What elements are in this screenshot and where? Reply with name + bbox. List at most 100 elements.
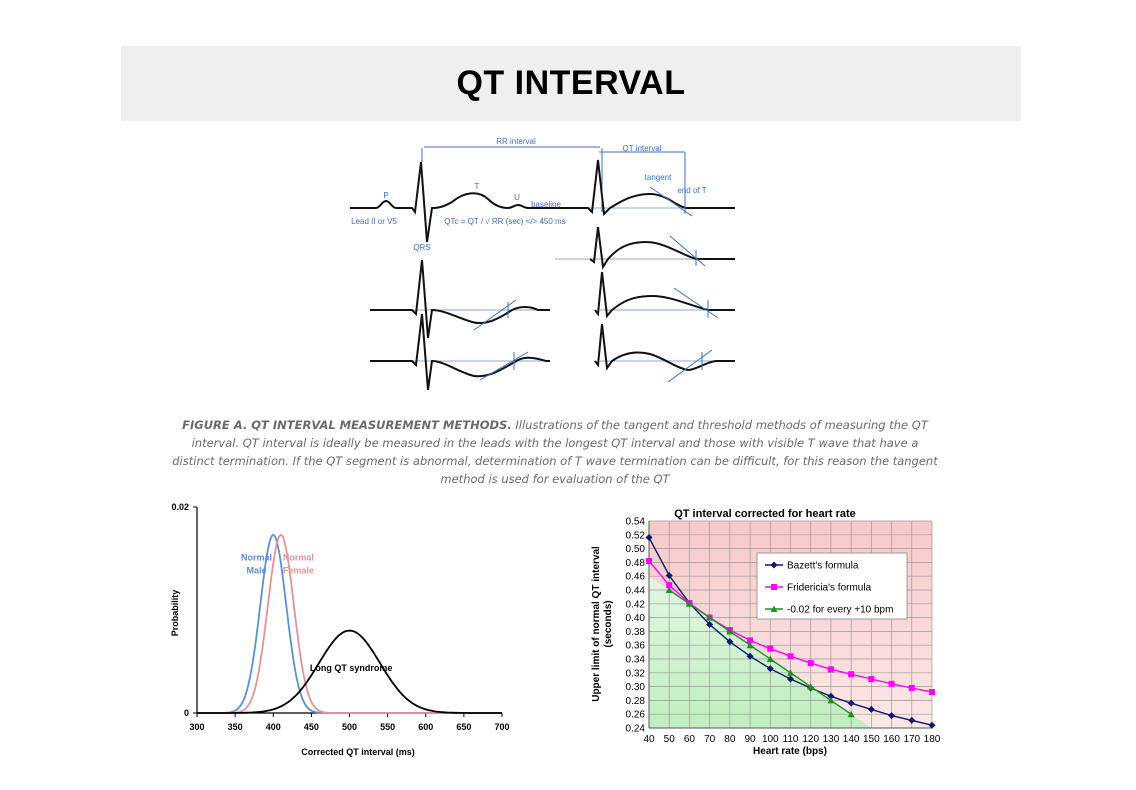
qtc-y-tick-label: 0.52 — [626, 530, 646, 541]
qtc-y-tick-label: 0.28 — [626, 696, 646, 707]
qtc-point-0 — [746, 652, 754, 660]
dist-series-label: Female — [283, 566, 314, 576]
dist-x-tick-label: 600 — [418, 722, 433, 732]
qrs-label: QRS — [413, 243, 430, 252]
qtc-point-1 — [929, 689, 935, 696]
qtc-point-2 — [746, 641, 754, 649]
qtc-point-1 — [827, 666, 834, 673]
qtc-point-1 — [747, 637, 754, 644]
qtc-point-2 — [807, 683, 815, 690]
dist-y-tick-label: 0 — [184, 708, 189, 718]
qtc-y-tick-label: 0.50 — [626, 544, 646, 555]
qtc-legend-label: Bazett's formula — [787, 561, 859, 572]
caption-heading: FIGURE A. QT INTERVAL MEASUREMENT METHOD… — [182, 418, 512, 432]
dist-x-tick-label: 500 — [342, 722, 357, 732]
qtc-point-0 — [928, 721, 936, 729]
dist-x-tick-label: 400 — [266, 722, 281, 732]
qtc-x-tick-label: 40 — [643, 734, 655, 745]
tangent-label: tangent — [645, 173, 672, 182]
qtc-y-tick-label: 0.32 — [626, 668, 646, 679]
qtc-point-2 — [827, 696, 835, 704]
ecg-trace-right-4 — [594, 323, 735, 372]
qtc-point-1 — [868, 676, 875, 683]
distribution-curves — [197, 533, 502, 714]
qtc-formula-label: QTc = QT / √ RR (sec) </> 450 ms — [444, 217, 565, 226]
qtc-y-axis-title-line2: (seconds) — [603, 600, 614, 647]
qtc-point-2 — [706, 614, 714, 621]
qtc-y-tick-label: 0.42 — [626, 599, 646, 610]
qtc-axes: 40 50 60 70 80 90 100 110 120 130 140 150 160 170 180 0… — [626, 517, 941, 746]
qtc-y-tick-label: 0.48 — [626, 558, 646, 569]
dist-x-tick-label: 550 — [380, 722, 395, 732]
qtc-point-1 — [848, 671, 855, 678]
qtc-x-tick-label: 130 — [823, 734, 840, 745]
qtc-y-tick-label: 0.26 — [626, 710, 646, 721]
qtc-legend-box — [756, 552, 908, 620]
qtc-legend-label: Fridericia's formula — [787, 583, 872, 594]
qtc-x-tick-label: 70 — [704, 734, 716, 745]
end-of-t-label: end of T — [677, 186, 706, 195]
distribution-labels: Normal Male Normal Female Long QT syndrome — [241, 553, 392, 673]
ecg-trace-left-3 — [370, 259, 550, 339]
qt-interval-label: QT interval — [623, 144, 662, 153]
qtc-point-2 — [685, 600, 693, 607]
qtc-point-2 — [766, 655, 774, 662]
qtc-y-tick-label: 0.34 — [626, 655, 646, 666]
t-wave-label: T — [475, 182, 480, 191]
qtc-legend-label: -0.02 for every +10 bpm — [787, 605, 893, 616]
qtc-x-tick-label: 140 — [843, 734, 860, 745]
qtc-point-1 — [787, 653, 794, 660]
ecg-trace-right-2 — [589, 226, 735, 270]
qtc-y-axis-title-line1: Upper limit of normal QT interval — [591, 546, 602, 702]
qtc-point-1 — [646, 558, 652, 565]
qtc-point-0 — [827, 692, 835, 700]
dist-x-tick-label: 650 — [456, 722, 471, 732]
qtc-point-1 — [666, 582, 673, 589]
qtc-point-0 — [847, 699, 855, 707]
page-title: QT INTERVAL — [456, 64, 686, 102]
qtc-point-0 — [726, 638, 734, 646]
qtc-point-0 — [706, 621, 714, 628]
qtc-point-0 — [787, 675, 794, 683]
lead-label: Lead II or V5 — [351, 217, 397, 226]
qtc-point-2 — [665, 586, 673, 593]
u-wave-label: U — [514, 193, 520, 202]
qtc-point-0 — [867, 705, 875, 713]
qt-correction-chart: 40 50 60 70 80 90 100 110 120 130 140 150 160 170 180 0… — [591, 508, 941, 757]
qtc-x-tick-label: 110 — [783, 734, 799, 745]
qtc-y-tick-label: 0.36 — [626, 641, 646, 652]
qtc-point-2 — [787, 669, 794, 676]
qtc-x-tick-label: 60 — [684, 734, 696, 745]
qt-distribution-chart: 300 350 400 450 500 550 600 650 700 0 0.02 Normal M… — [170, 502, 510, 757]
baseline-label: baseline — [531, 200, 561, 209]
qtc-point-1 — [888, 680, 895, 687]
qtc-x-tick-label: 160 — [883, 734, 900, 745]
dist-y-tick-label: 0.02 — [171, 502, 189, 512]
qtc-x-axis-title: Heart rate (bps) — [753, 746, 827, 757]
dist-series-label: Normal — [283, 553, 314, 563]
dist-x-tick-label: 700 — [494, 722, 509, 732]
dist-series-label: Long QT syndrome — [310, 663, 393, 673]
qtc-point-1 — [807, 660, 814, 667]
qtc-y-tick-label: 0.24 — [626, 724, 646, 735]
caption-body: Illustrations of the tangent and thresho… — [172, 418, 938, 486]
p-wave-label: P — [383, 191, 388, 200]
qtc-legend-marker — [771, 584, 777, 590]
qtc-series — [645, 534, 936, 729]
dist-x-tick-label: 350 — [228, 722, 243, 732]
dist-series-label: Male — [246, 566, 266, 576]
qtc-x-tick-label: 90 — [745, 734, 757, 745]
qtc-point-0 — [766, 665, 774, 673]
qtc-point-0 — [908, 716, 916, 724]
qtc-legend-marker — [770, 605, 778, 612]
qtc-y-tick-label: 0.38 — [626, 627, 646, 638]
qtc-x-tick-label: 80 — [724, 734, 736, 745]
distribution-axes: 300 350 400 450 500 550 600 650 700 0 0.02 — [171, 502, 509, 732]
qtc-point-2 — [847, 710, 855, 718]
qtc-legend-marker — [770, 561, 778, 569]
qtc-point-0 — [888, 712, 896, 720]
ecg-trace-right-3 — [594, 271, 735, 319]
dist-series-label: Normal — [241, 553, 272, 563]
qtc-point-1 — [908, 684, 915, 691]
qtc-chart-title: QT interval corrected for heart rate — [674, 508, 856, 520]
